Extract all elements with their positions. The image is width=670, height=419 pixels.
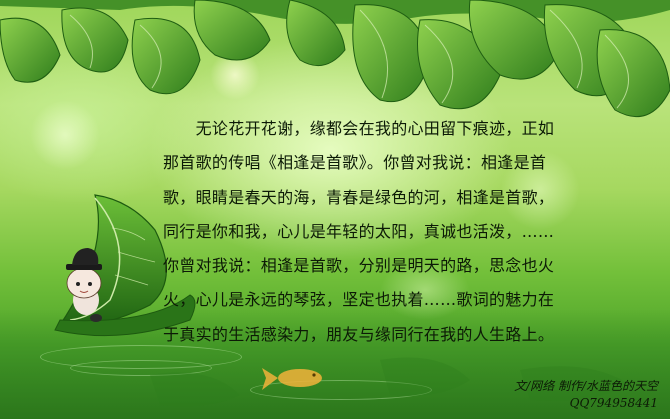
poem-line: 那首歌的传唱《相逢是首歌》。你曾对我说：相逢是首 (163, 153, 547, 173)
bokeh-light (500, 150, 580, 230)
credit-author: 文/网络 制作/水蓝色的天空 (514, 379, 658, 393)
bokeh-light (30, 100, 100, 170)
credit-qq: QQ794958441 (569, 396, 658, 410)
poem-line: 于真实的生活感染力，朋友与缘同行在我的人生路上。 (163, 324, 555, 344)
hat-figure-icon (66, 248, 102, 322)
water-ripple (70, 360, 212, 376)
leaf-reflection (150, 357, 630, 407)
poem-line: 同行是你和我，心儿是年轻的太阳，真诚也活泼，…… (163, 221, 555, 241)
poem-line: 火，心儿是永远的琴弦，坚定也执着……歌词的魅力在 (163, 290, 555, 310)
poem-text: 无论花开花谢，缘都会在我的心田留下痕迹，正如 那首歌的传唱《相逢是首歌》。你曾对… (163, 112, 633, 352)
poem-line: 你曾对我说：相逢是首歌，分别是明天的路，思念也火 (163, 256, 555, 276)
credit-block: 文/网络 制作/水蓝色的天空 QQ794958441 (514, 378, 658, 412)
goldfish-icon (262, 368, 322, 390)
poem-line: 歌，眼睛是春天的海，青春是绿色的河，相逢是首歌， (163, 187, 555, 207)
water-ripple (250, 380, 432, 400)
poem-line: 无论花开花谢，缘都会在我的心田留下痕迹，正如 (163, 119, 555, 138)
leaf-cluster-icon (0, 0, 670, 118)
